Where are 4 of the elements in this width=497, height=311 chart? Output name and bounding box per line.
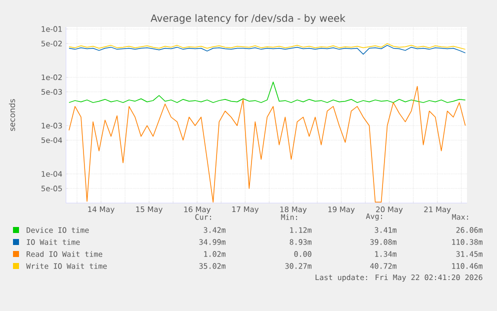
chart-title: Average latency for /dev/sda - by week [150, 14, 346, 24]
line-series [68, 44, 466, 55]
line-series [68, 86, 466, 203]
line-series [68, 82, 466, 103]
